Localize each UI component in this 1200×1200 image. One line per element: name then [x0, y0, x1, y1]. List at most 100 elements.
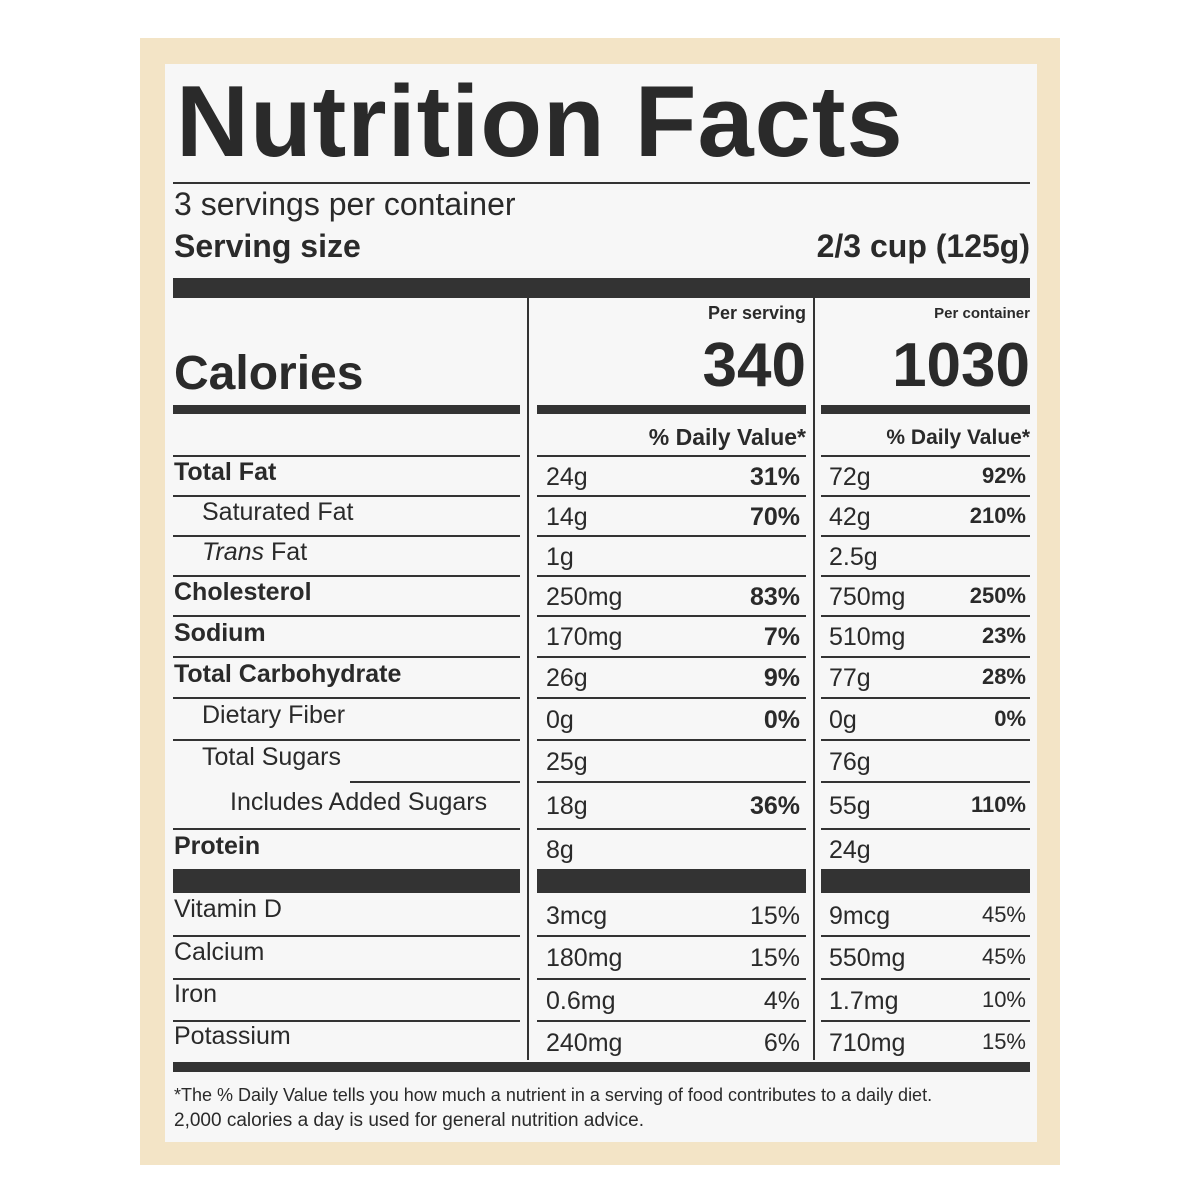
amount: 750mg	[829, 582, 906, 611]
nutrient-name: Saturated Fat	[202, 500, 353, 525]
nutrient-name: Cholesterol	[174, 580, 312, 605]
rule	[537, 739, 806, 741]
daily-value: 4%	[763, 986, 800, 1015]
rule	[537, 615, 806, 617]
rule	[173, 575, 520, 577]
rule	[173, 828, 520, 830]
title: Nutrition Facts	[176, 66, 904, 178]
rule	[821, 615, 1030, 617]
nutrient-name-text: Dietary Fiber	[202, 701, 346, 729]
rule	[173, 182, 1030, 184]
nutrient-name-text: Includes Added Sugars	[230, 787, 488, 816]
nutrient-name-text: Saturated Fat	[202, 498, 354, 526]
rule	[821, 656, 1030, 658]
daily-value: 15%	[981, 1028, 1026, 1054]
amount: 2.5g	[829, 542, 878, 571]
daily-value: 10%	[981, 986, 1026, 1012]
rule	[173, 1020, 520, 1022]
amount: 24g	[546, 462, 588, 491]
footnote: *The % Daily Value tells you how much a …	[174, 1085, 933, 1105]
amount: 180mg	[546, 944, 623, 972]
thick-rule	[173, 1062, 1030, 1072]
rule	[173, 697, 520, 699]
amount: 0.6mg	[546, 986, 616, 1015]
rule	[537, 575, 806, 577]
nutrient-name-italic: Trans	[202, 538, 265, 566]
nutrition-label	[165, 64, 1037, 1142]
nutrient-name-text: Fat	[271, 538, 308, 566]
per-container-header: Per container	[934, 305, 1030, 322]
amount: 250mg	[546, 582, 623, 611]
rule	[821, 828, 1030, 830]
daily-value: 110%	[970, 792, 1026, 817]
rule	[537, 935, 806, 937]
rule	[821, 935, 1030, 937]
rule	[173, 615, 520, 617]
amount: 510mg	[829, 623, 906, 651]
dv-header: % Daily Value*	[886, 426, 1030, 449]
nutrient-name: Total Sugars	[202, 745, 341, 770]
amount: 55g	[829, 792, 871, 820]
nutrient-name-text: Total Sugars	[202, 743, 341, 771]
nutrient-name: Trans Fat	[202, 540, 307, 565]
amount: 3mcg	[546, 901, 608, 930]
nutrient-name-text: Protein	[174, 831, 261, 860]
amount: 1g	[546, 542, 574, 571]
nutrient-name-text: Total Fat	[174, 458, 277, 486]
rule	[821, 781, 1030, 783]
nutrient-name: Includes Added Sugars	[230, 787, 488, 816]
amount: 72g	[829, 462, 871, 491]
rule	[821, 739, 1030, 741]
amount: 9mcg	[829, 901, 891, 930]
daily-value: 45%	[981, 901, 1026, 927]
rule	[821, 697, 1030, 699]
thick-rule	[173, 278, 1030, 298]
rule	[537, 455, 806, 457]
calories-per-container: 1030	[892, 331, 1030, 400]
amount: 18g	[546, 792, 588, 820]
rule	[537, 781, 806, 783]
amount: 76g	[829, 747, 871, 776]
vitamin-name: Iron	[174, 980, 218, 1008]
per-serving-header: Per serving	[707, 303, 806, 323]
nutrient-name: Total Carbohydrate	[174, 659, 402, 688]
daily-value: 31%	[749, 462, 800, 491]
thick-rule	[821, 869, 1030, 893]
thick-rule	[173, 869, 520, 893]
rule	[173, 935, 520, 937]
calories-label: Calories	[174, 347, 364, 400]
servings: 3 servings per container	[174, 186, 516, 222]
amount: 0g	[829, 705, 857, 734]
daily-value: 0%	[763, 705, 800, 734]
footnote: 2,000 calories a day is used for general…	[174, 1110, 644, 1131]
rule	[537, 656, 806, 658]
rule	[350, 781, 520, 783]
daily-value: 7%	[763, 623, 800, 651]
daily-value: 250%	[969, 582, 1026, 608]
rule	[173, 455, 520, 457]
rule	[537, 978, 806, 980]
column-divider	[813, 298, 815, 1060]
rule	[821, 575, 1030, 577]
amount: 77g	[829, 664, 871, 692]
daily-value: 92%	[981, 462, 1026, 488]
daily-value: 28%	[981, 664, 1026, 689]
amount: 0g	[546, 705, 574, 734]
nutrient-name-text: Sodium	[174, 618, 266, 647]
column-divider	[527, 298, 529, 1060]
rule	[173, 656, 520, 658]
serving-size-label: Serving size	[174, 228, 361, 264]
thick-rule	[537, 405, 806, 414]
amount: 8g	[546, 836, 574, 864]
rule	[537, 1020, 806, 1022]
thick-rule	[537, 869, 806, 893]
rule	[821, 1020, 1030, 1022]
nutrient-name: Sodium	[174, 618, 266, 647]
rule	[173, 495, 520, 497]
dv-header: % Daily Value*	[648, 424, 806, 450]
daily-value: 0%	[994, 705, 1026, 731]
rule	[537, 495, 806, 497]
amount: 240mg	[546, 1028, 623, 1057]
nutrient-name-text: Total Carbohydrate	[174, 659, 402, 688]
amount: 26g	[546, 664, 588, 692]
